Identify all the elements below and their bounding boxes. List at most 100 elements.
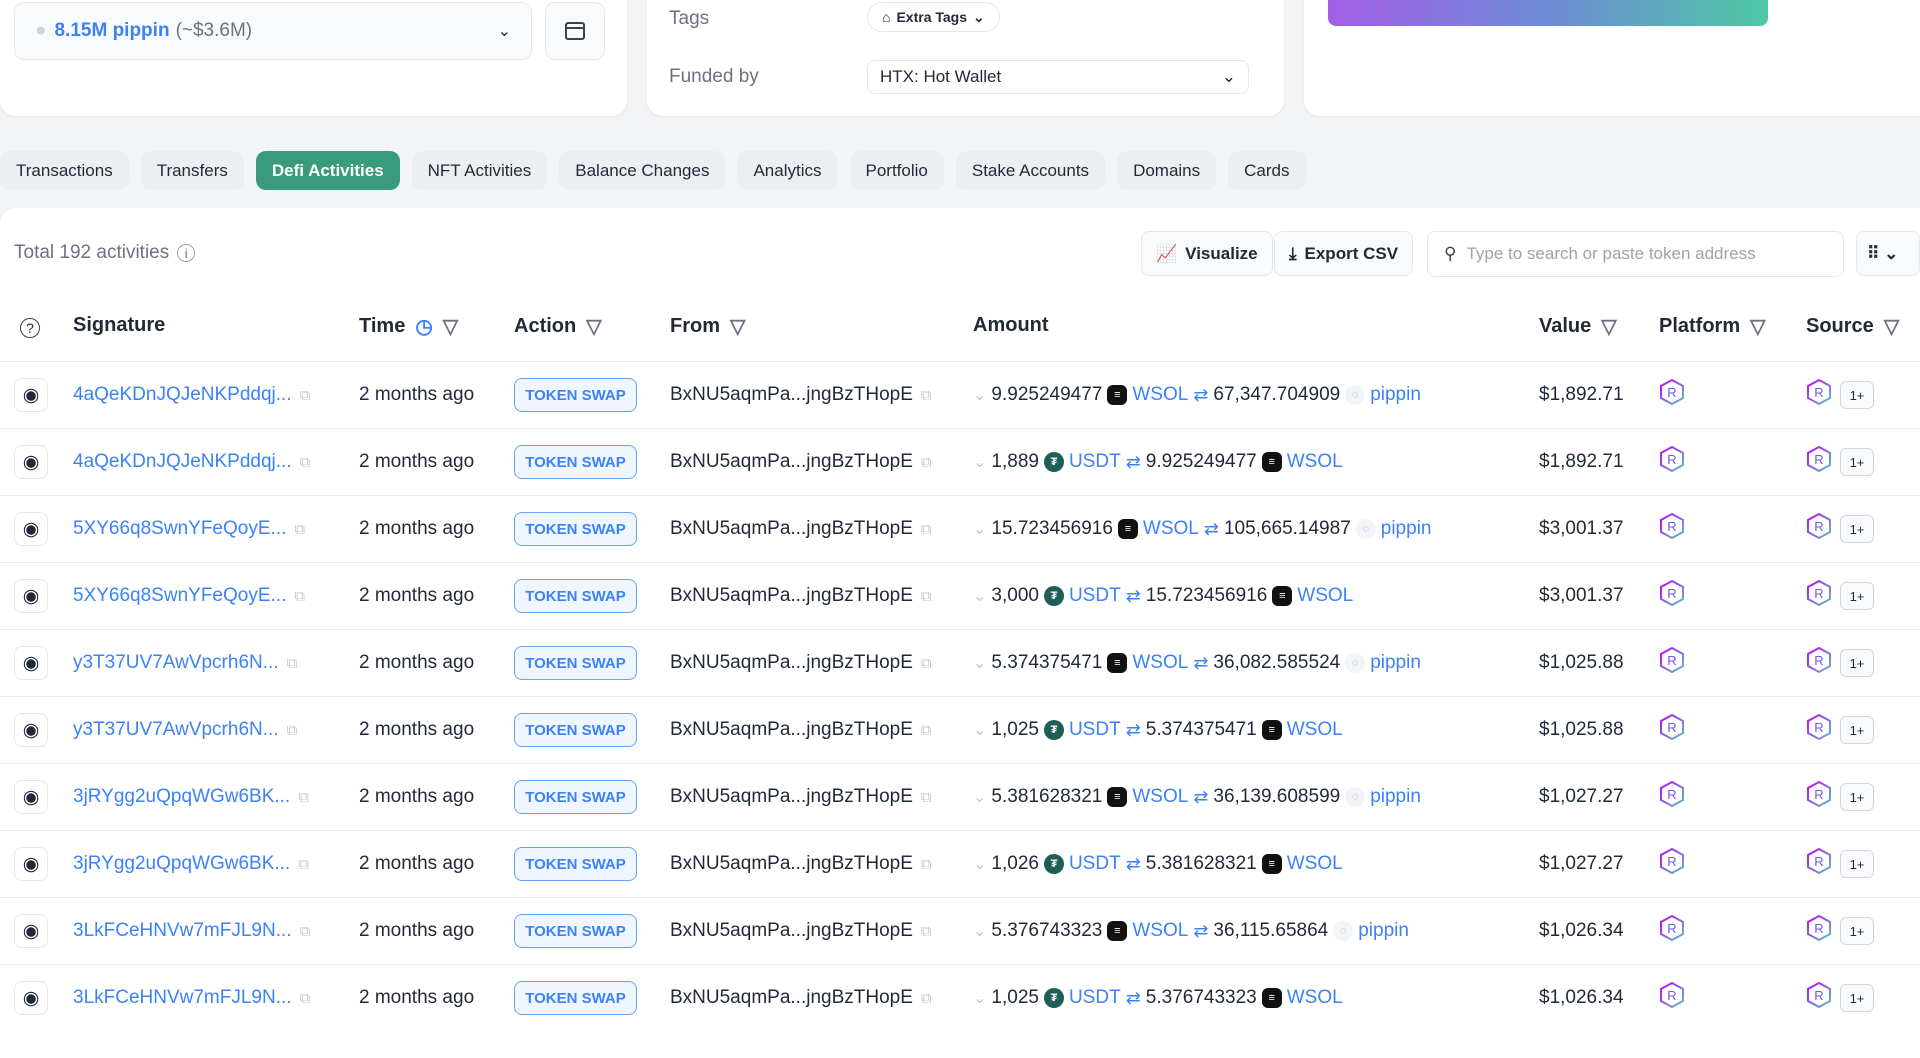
view-button[interactable]: ◉ [14, 445, 48, 479]
signature-link[interactable]: y3T37UV7AwVpcrh6N... [73, 719, 279, 740]
raydium-icon[interactable]: R [1659, 646, 1685, 680]
view-button[interactable]: ◉ [14, 914, 48, 948]
expand-icon[interactable]: ⌄ [973, 655, 987, 672]
signature-link[interactable]: 4aQeKDnJQJeNKPddqj... [73, 451, 292, 472]
copy-icon[interactable]: ⧉ [920, 520, 932, 538]
signature-link[interactable]: 3LkFCeHNVw7mFJL9N... [73, 987, 292, 1008]
copy-icon[interactable]: ⧉ [920, 386, 932, 404]
more-sources-badge[interactable]: 1+ [1840, 716, 1874, 744]
token-link[interactable]: WSOL [1142, 518, 1199, 539]
token-link[interactable]: USDT [1068, 719, 1121, 740]
token-link[interactable]: WSOL [1297, 585, 1354, 606]
tab-nft-activities[interactable]: NFT Activities [411, 151, 548, 190]
more-sources-badge[interactable]: 1+ [1840, 515, 1874, 543]
copy-icon[interactable]: ⧉ [298, 855, 309, 873]
signature-link[interactable]: 3LkFCeHNVw7mFJL9N... [73, 920, 292, 941]
filter-icon[interactable]: ▽ [1750, 316, 1766, 338]
filter-icon[interactable]: ▽ [730, 316, 746, 338]
from-address[interactable]: BxNU5aqmPa...jngBzTHopE [670, 853, 913, 874]
token-search[interactable]: ⚲ [1427, 231, 1844, 277]
copy-icon[interactable]: ⧉ [299, 386, 311, 404]
expand-icon[interactable]: ⌄ [973, 990, 987, 1007]
from-address[interactable]: BxNU5aqmPa...jngBzTHopE [670, 585, 913, 606]
extra-tags-button[interactable]: ⌂ Extra Tags ⌄ [867, 2, 1000, 32]
raydium-icon[interactable]: R [1659, 847, 1685, 881]
more-sources-badge[interactable]: 1+ [1840, 783, 1874, 811]
token-holdings-dropdown[interactable]: ● 8.15M pippin (~$3.6M) ⌄ [14, 2, 532, 60]
copy-icon[interactable]: ⧉ [920, 788, 932, 806]
more-sources-badge[interactable]: 1+ [1840, 582, 1874, 610]
raydium-icon[interactable]: R [1806, 646, 1832, 680]
filter-icon[interactable]: ▽ [586, 316, 602, 338]
token-link[interactable]: WSOL [1286, 987, 1343, 1008]
more-sources-badge[interactable]: 1+ [1840, 649, 1874, 677]
view-button[interactable]: ◉ [14, 780, 48, 814]
copy-icon[interactable]: ⧉ [920, 654, 932, 672]
copy-icon[interactable]: ⧉ [920, 721, 932, 739]
raydium-icon[interactable]: R [1806, 780, 1832, 814]
copy-icon[interactable]: ⧉ [298, 788, 309, 806]
signature-link[interactable]: 4aQeKDnJQJeNKPddqj... [73, 384, 292, 405]
clock-icon[interactable]: ◷ [415, 316, 433, 338]
expand-icon[interactable]: ⌄ [973, 856, 987, 873]
token-link[interactable]: WSOL [1286, 853, 1343, 874]
raydium-icon[interactable]: R [1806, 378, 1832, 412]
token-link[interactable]: WSOL [1286, 719, 1343, 740]
more-sources-badge[interactable]: 1+ [1840, 448, 1874, 476]
from-address[interactable]: BxNU5aqmPa...jngBzTHopE [670, 786, 913, 807]
search-input[interactable] [1466, 244, 1827, 264]
filter-icon[interactable]: ▽ [442, 316, 459, 338]
copy-icon[interactable]: ⧉ [294, 520, 306, 538]
view-button[interactable]: ◉ [14, 713, 48, 747]
more-sources-badge[interactable]: 1+ [1840, 984, 1874, 1012]
token-link[interactable]: pippin [1370, 786, 1421, 807]
signature-link[interactable]: 3jRYgg2uQpqWGw6BK... [73, 786, 291, 807]
tab-balance-changes[interactable]: Balance Changes [559, 151, 726, 190]
token-link[interactable]: pippin [1358, 920, 1409, 941]
info-icon[interactable]: i [177, 244, 196, 262]
view-button[interactable]: ◉ [14, 646, 48, 680]
copy-icon[interactable]: ⧉ [294, 587, 306, 605]
column-settings-button[interactable]: ⠿ ⌄ [1856, 231, 1920, 276]
raydium-icon[interactable]: R [1659, 780, 1685, 814]
token-link[interactable]: pippin [1370, 384, 1421, 405]
export-csv-button[interactable]: ⤓ Export CSV [1274, 231, 1414, 276]
copy-icon[interactable]: ⧉ [286, 721, 298, 739]
expand-icon[interactable]: ⌄ [973, 789, 987, 806]
tab-domains[interactable]: Domains [1117, 151, 1217, 190]
from-address[interactable]: BxNU5aqmPa...jngBzTHopE [670, 518, 913, 539]
expand-icon[interactable]: ⌄ [973, 588, 987, 605]
token-link[interactable]: WSOL [1132, 786, 1189, 807]
more-sources-badge[interactable]: 1+ [1840, 917, 1874, 945]
tab-stake-accounts[interactable]: Stake Accounts [955, 151, 1106, 190]
from-address[interactable]: BxNU5aqmPa...jngBzTHopE [670, 987, 913, 1008]
raydium-icon[interactable]: R [1659, 579, 1685, 613]
tab-transactions[interactable]: Transactions [0, 151, 129, 190]
token-link[interactable]: WSOL [1132, 920, 1189, 941]
raydium-icon[interactable]: R [1659, 445, 1685, 479]
token-link[interactable]: pippin [1370, 652, 1421, 673]
expand-icon[interactable]: ⌄ [973, 387, 987, 404]
view-button[interactable]: ◉ [14, 512, 48, 546]
tab-analytics[interactable]: Analytics [737, 151, 838, 190]
expand-icon[interactable]: ⌄ [973, 722, 987, 739]
raydium-icon[interactable]: R [1659, 512, 1685, 546]
visualize-button[interactable]: 📈 Visualize [1141, 231, 1273, 276]
signature-link[interactable]: 3jRYgg2uQpqWGw6BK... [73, 853, 291, 874]
tab-transfers[interactable]: Transfers [140, 151, 244, 190]
copy-icon[interactable]: ⧉ [920, 989, 932, 1007]
from-address[interactable]: BxNU5aqmPa...jngBzTHopE [670, 920, 913, 941]
from-address[interactable]: BxNU5aqmPa...jngBzTHopE [670, 451, 913, 472]
copy-icon[interactable]: ⧉ [286, 654, 298, 672]
copy-icon[interactable]: ⧉ [299, 989, 311, 1007]
token-link[interactable]: USDT [1068, 987, 1121, 1008]
token-link[interactable]: pippin [1380, 518, 1432, 539]
raydium-icon[interactable]: R [1659, 981, 1685, 1015]
tab-portfolio[interactable]: Portfolio [849, 151, 944, 190]
copy-icon[interactable]: ⧉ [299, 453, 311, 471]
view-button[interactable]: ◉ [14, 981, 48, 1015]
copy-icon[interactable]: ⧉ [920, 922, 932, 940]
token-link[interactable]: USDT [1068, 585, 1121, 606]
raydium-icon[interactable]: R [1659, 914, 1685, 948]
signature-link[interactable]: 5XY66q8SwnYFeQoyE... [73, 518, 287, 539]
